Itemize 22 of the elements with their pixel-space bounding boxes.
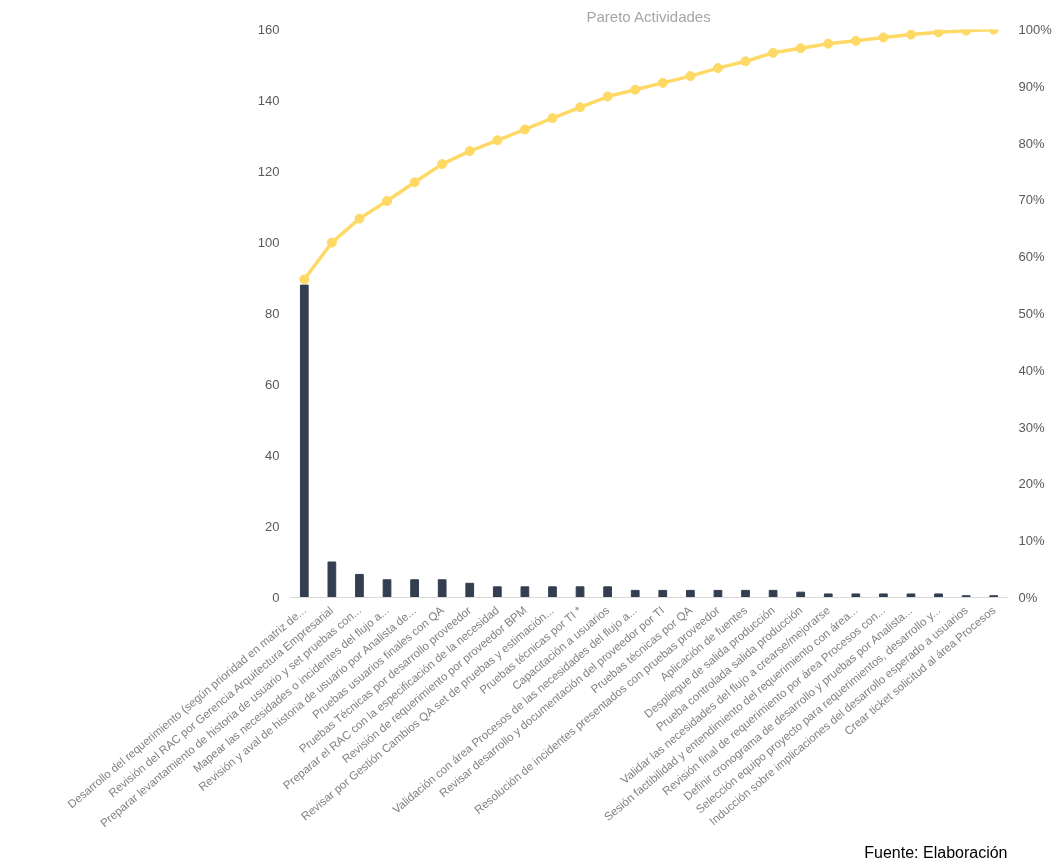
y-tick-label: 140 <box>257 93 280 108</box>
y2-tick-label: 50% <box>1018 306 1045 321</box>
y2-tick-label: 40% <box>1018 362 1045 378</box>
y-tick-label: 60 <box>265 377 280 392</box>
y2-tick-label: 100% <box>1018 22 1053 37</box>
y2-tick-label: 70% <box>1018 192 1045 208</box>
y2-tick-label: 10% <box>1018 533 1045 549</box>
y-tick-label: 40 <box>265 448 280 463</box>
y-tick-label: 0 <box>272 590 280 605</box>
y2-tick-label: 90% <box>1018 78 1045 94</box>
source-note: Fuente: Elaboración <box>864 843 1008 861</box>
y2-tick-label: 0% <box>1018 590 1038 605</box>
y-tick-label: 80 <box>265 306 280 321</box>
y2-tick-label: 80% <box>1018 135 1045 151</box>
y2-tick-label: 60% <box>1018 249 1045 265</box>
y2-tick-label: 20% <box>1018 476 1045 492</box>
y-tick-label: 100 <box>257 235 280 250</box>
y-tick-label: 120 <box>257 164 280 179</box>
chart-title: Pareto Actividades <box>586 7 711 25</box>
y-tick-label: 160 <box>257 22 280 37</box>
y-tick-label: 20 <box>265 519 280 534</box>
y2-tick-label: 30% <box>1018 419 1045 435</box>
